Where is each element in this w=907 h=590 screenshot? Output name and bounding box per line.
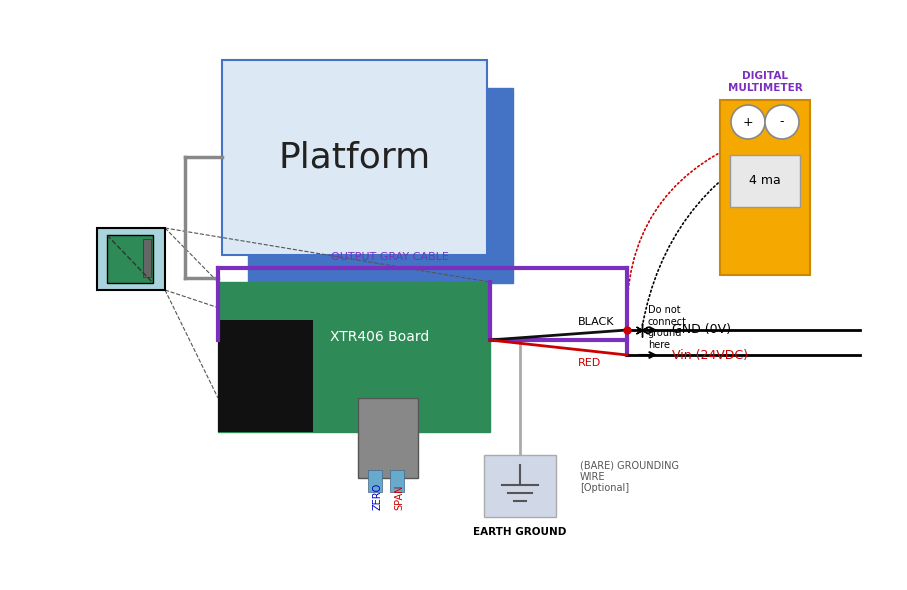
Text: BLACK: BLACK (578, 317, 614, 327)
Circle shape (765, 105, 799, 139)
Text: EARTH GROUND: EARTH GROUND (473, 527, 567, 537)
Text: (BARE) GROUNDING
WIRE
[Optional]: (BARE) GROUNDING WIRE [Optional] (580, 460, 679, 493)
Text: +: + (743, 116, 754, 129)
Text: XTR406 Board: XTR406 Board (330, 330, 430, 344)
Bar (730, 155, 800, 207)
Text: ZERO: ZERO (373, 483, 383, 510)
Bar (368, 470, 382, 492)
Bar (720, 100, 810, 275)
Text: GND (0V): GND (0V) (672, 323, 731, 336)
Bar (222, 60, 487, 255)
Bar (390, 470, 404, 492)
Text: 4 ma: 4 ma (749, 175, 781, 188)
Text: -: - (780, 116, 785, 129)
Bar (107, 235, 153, 283)
Bar (218, 320, 313, 432)
Text: RED: RED (578, 358, 601, 368)
Bar (248, 88, 513, 283)
Text: OUTPUT GRAY CABLE: OUTPUT GRAY CABLE (331, 252, 449, 262)
Text: SPAN: SPAN (394, 484, 404, 510)
Bar (218, 282, 490, 432)
Circle shape (731, 105, 765, 139)
Text: DIGITAL
MULTIMETER: DIGITAL MULTIMETER (727, 71, 803, 93)
Bar (484, 455, 556, 517)
Text: Do not
connect
ground
here: Do not connect ground here (648, 305, 687, 350)
Bar (97, 228, 165, 290)
Text: Platform: Platform (278, 140, 431, 175)
Bar (358, 398, 418, 478)
Bar (143, 239, 151, 277)
Text: Vin (24VDC): Vin (24VDC) (672, 349, 748, 362)
